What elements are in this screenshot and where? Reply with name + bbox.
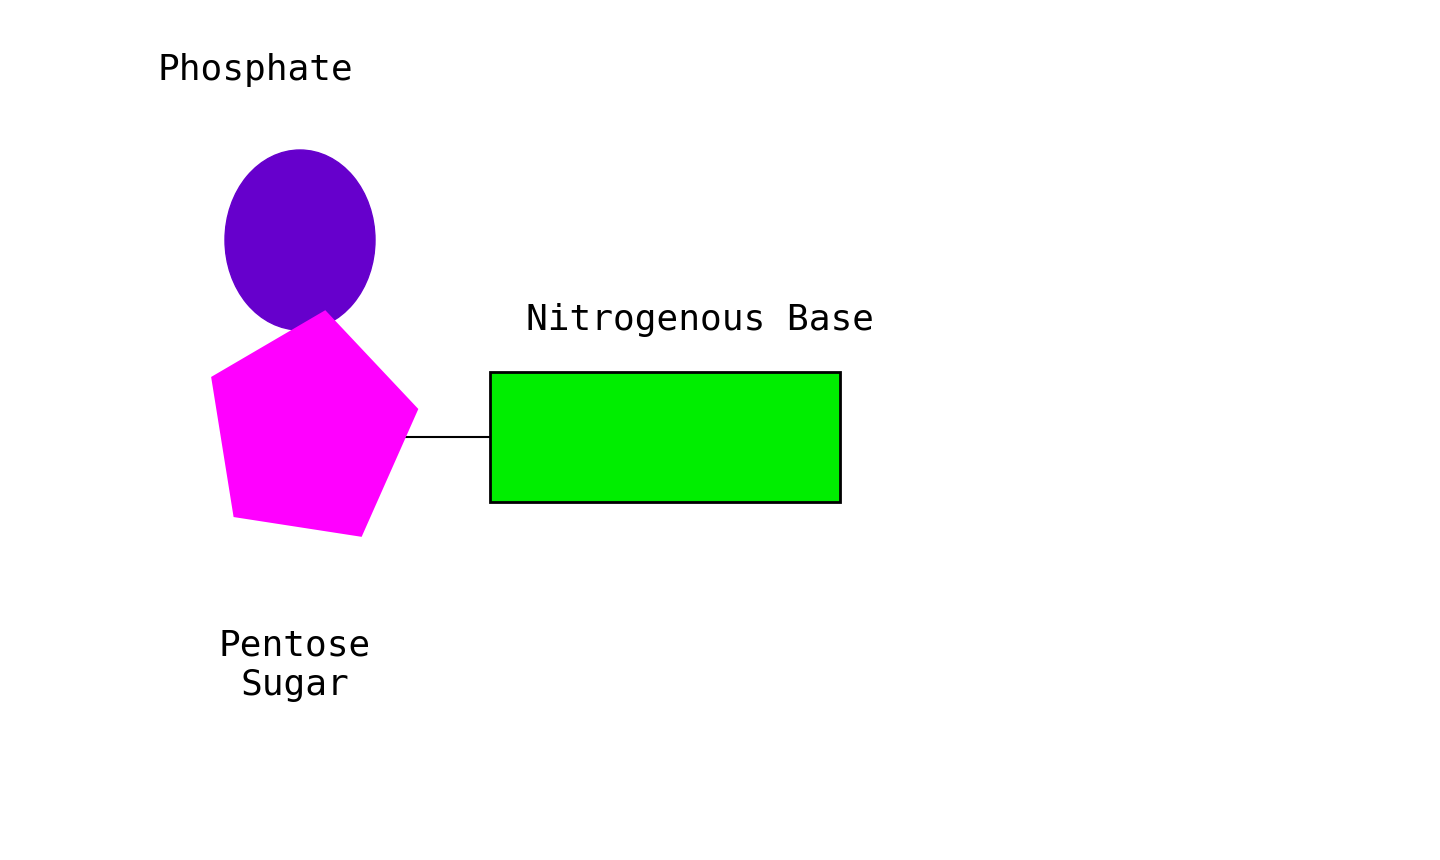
Ellipse shape [225,150,374,330]
Text: Pentose
Sugar: Pentose Sugar [219,629,372,702]
Polygon shape [212,310,419,537]
Bar [490,372,840,502]
Text: Phosphate: Phosphate [157,53,353,87]
Text: Nitrogenous Base: Nitrogenous Base [526,303,874,337]
